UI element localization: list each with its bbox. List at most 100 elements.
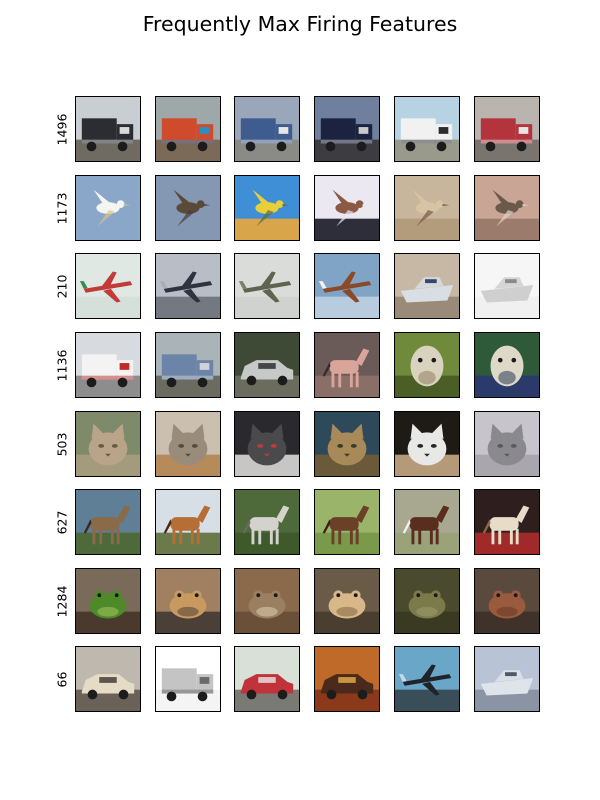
thumbnail-image (235, 490, 299, 554)
thumbnail-blue-semi-truck (234, 96, 300, 162)
thumbnail-image (156, 569, 220, 633)
feature-id-label: 627 (54, 510, 70, 534)
thumbnail-image (395, 569, 459, 633)
thumbnail-image (475, 412, 539, 476)
thumbnail-brown-toad (474, 568, 540, 634)
thumbnail-graffiti-truck (155, 96, 221, 162)
thumbnail-white-dump-truck (394, 96, 460, 162)
thumbnail-image (156, 412, 220, 476)
thumbnail-image (235, 412, 299, 476)
thumbnail-image (76, 333, 140, 397)
thumbnail-silver-car (234, 332, 300, 398)
thumbnail-image (315, 333, 379, 397)
thumbnail-tanker-truck (75, 96, 141, 162)
thumbnail-yellow-finch (234, 175, 300, 241)
thumbnail-bird-on-branch (474, 175, 540, 241)
thumbnail-black-white-cat (394, 411, 460, 477)
thumbnail-red-tow-truck (474, 96, 540, 162)
thumbnail-white-horse-head (394, 332, 460, 398)
thumbnail-boat-on-sand (394, 253, 460, 319)
thumbnail-image (395, 490, 459, 554)
feature-id-label: 503 (54, 432, 70, 456)
thumbnail-white-box-truck (75, 332, 141, 398)
thumbnail-brown-horse-field (75, 489, 141, 555)
thumbnail-image (76, 254, 140, 318)
thumbnail-biplanes (314, 253, 380, 319)
thumbnail-image (475, 647, 539, 711)
thumbnail-trailer-sketch (155, 646, 221, 712)
thumbnail-image (76, 97, 140, 161)
thumbnail-toad-in-leaves (394, 568, 460, 634)
thumbnail-image (156, 254, 220, 318)
thumbnail-image (395, 412, 459, 476)
thumbnail-image (76, 412, 140, 476)
thumbnail-blue-truck (155, 332, 221, 398)
feature-id-label: 1496 (54, 113, 70, 145)
thumbnail-image (235, 569, 299, 633)
figure-title: Frequently Max Firing Features (142, 12, 458, 36)
thumbnail-white-horse-grass (234, 489, 300, 555)
thumbnail-vintage-car-beach (75, 646, 141, 712)
thumbnail-image (156, 490, 220, 554)
feature-id-label: 66 (54, 671, 70, 687)
feature-id-label: 1173 (54, 192, 70, 224)
thumbnail-image (315, 647, 379, 711)
thumbnail-boat-dock (474, 646, 540, 712)
feature-id-label: 1136 (54, 349, 70, 381)
thumbnail-image (395, 647, 459, 711)
thumbnail-grey-cat-curled (474, 411, 540, 477)
thumbnail-bay-horse (394, 489, 460, 555)
thumbnail-image (76, 569, 140, 633)
thumbnail-white-egret-flying (75, 175, 141, 241)
thumbnail-image (395, 97, 459, 161)
thumbnail-pink-horse (314, 332, 380, 398)
thumbnail-image (156, 647, 220, 711)
thumbnail-green-frog (75, 568, 141, 634)
thumbnail-image (76, 647, 140, 711)
thumbnail-image (395, 254, 459, 318)
feature-id-label: 1284 (54, 585, 70, 617)
thumbnail-rearing-horse-rider (474, 489, 540, 555)
thumbnail-image (475, 176, 539, 240)
thumbnail-image (76, 176, 140, 240)
thumbnail-image (395, 333, 459, 397)
thumbnail-image (315, 490, 379, 554)
thumbnail-image (315, 412, 379, 476)
thumbnail-image (475, 97, 539, 161)
thumbnail-image (475, 490, 539, 554)
thumbnail-image (235, 647, 299, 711)
thumbnail-image (315, 254, 379, 318)
thumbnail-image (235, 97, 299, 161)
thumbnail-image (475, 254, 539, 318)
thumbnail-stealth-jet (155, 253, 221, 319)
thumbnail-plane-grey-sky (234, 253, 300, 319)
thumbnail-toad-closeup (234, 568, 300, 634)
thumbnail-horse-grazing (314, 489, 380, 555)
thumbnail-small-plane-sky (75, 253, 141, 319)
thumbnail-cat-sitting (155, 411, 221, 477)
thumbnail-image (235, 176, 299, 240)
thumbnail-tabby-cat (75, 411, 141, 477)
thumbnail-tan-frog (314, 568, 380, 634)
thumbnail-image (315, 176, 379, 240)
thumbnail-image (395, 176, 459, 240)
thumbnail-image (156, 97, 220, 161)
thumbnail-image (475, 333, 539, 397)
thumbnail-semi-truck-dusk (314, 96, 380, 162)
thumbnail-cat-closeup (314, 411, 380, 477)
thumbnail-image (235, 333, 299, 397)
thumbnail-frog-on-wood (155, 568, 221, 634)
thumbnail-image (475, 569, 539, 633)
thumbnail-bird-on-sand (394, 175, 460, 241)
thumbnail-chestnut-horse (155, 489, 221, 555)
thumbnail-sparrow-on-post (314, 175, 380, 241)
thumbnail-image (156, 333, 220, 397)
thumbnail-red-truck-front (234, 646, 300, 712)
feature-id-label: 210 (54, 274, 70, 298)
thumbnail-white-dog (474, 332, 540, 398)
thumbnail-image (76, 490, 140, 554)
thumbnail-sketch-boat (474, 253, 540, 319)
thumbnail-stealth-bomber (394, 646, 460, 712)
thumbnail-hawk-flying (155, 175, 221, 241)
